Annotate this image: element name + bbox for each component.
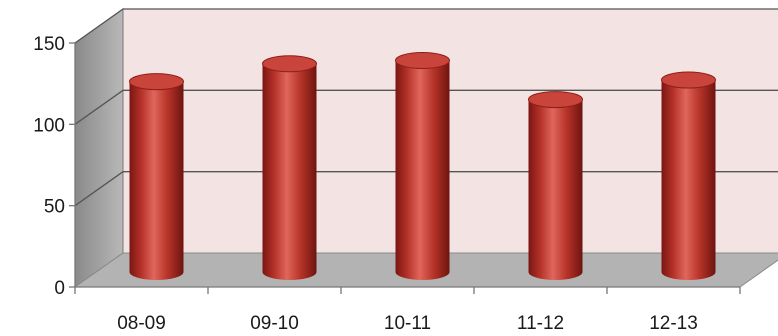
bar-top bbox=[528, 91, 583, 109]
bar-top bbox=[262, 55, 317, 73]
x-axis-tick-labels: 08-09 09-10 10-11 11-12 12-13 bbox=[117, 313, 698, 334]
bar-top bbox=[395, 52, 450, 70]
gridline-150 bbox=[74, 8, 778, 44]
bar-body bbox=[528, 99, 583, 280]
x-tick-label-08-09: 08-09 bbox=[117, 313, 166, 334]
bars bbox=[129, 52, 716, 281]
side-wall bbox=[74, 8, 124, 288]
bar-body bbox=[262, 63, 317, 280]
x-tick-label-11-12: 11-12 bbox=[517, 313, 564, 334]
bar-11-12 bbox=[528, 91, 583, 280]
bar-08-09 bbox=[129, 73, 184, 281]
y-tick-label-100: 100 bbox=[33, 115, 65, 136]
y-axis-tick-labels: 0 50 100 150 bbox=[33, 34, 65, 299]
y-tick-label-0: 0 bbox=[54, 278, 65, 299]
bar-body bbox=[661, 80, 716, 280]
bar-body bbox=[395, 60, 450, 280]
y-tick-label-150: 150 bbox=[33, 34, 65, 55]
bar-12-13 bbox=[661, 71, 716, 280]
x-tick-label-10-11: 10-11 bbox=[384, 313, 431, 334]
bar-top bbox=[661, 71, 716, 89]
bar-10-11 bbox=[395, 52, 450, 280]
y-tick-label-50: 50 bbox=[44, 197, 65, 218]
bar-top bbox=[129, 73, 184, 91]
x-tick-label-12-13: 12-13 bbox=[649, 313, 698, 334]
bar-body bbox=[129, 81, 184, 281]
x-tick-label-09-10: 09-10 bbox=[250, 313, 299, 334]
gridline-100 bbox=[74, 89, 778, 125]
bar-09-10 bbox=[262, 55, 317, 280]
axes bbox=[69, 42, 741, 294]
